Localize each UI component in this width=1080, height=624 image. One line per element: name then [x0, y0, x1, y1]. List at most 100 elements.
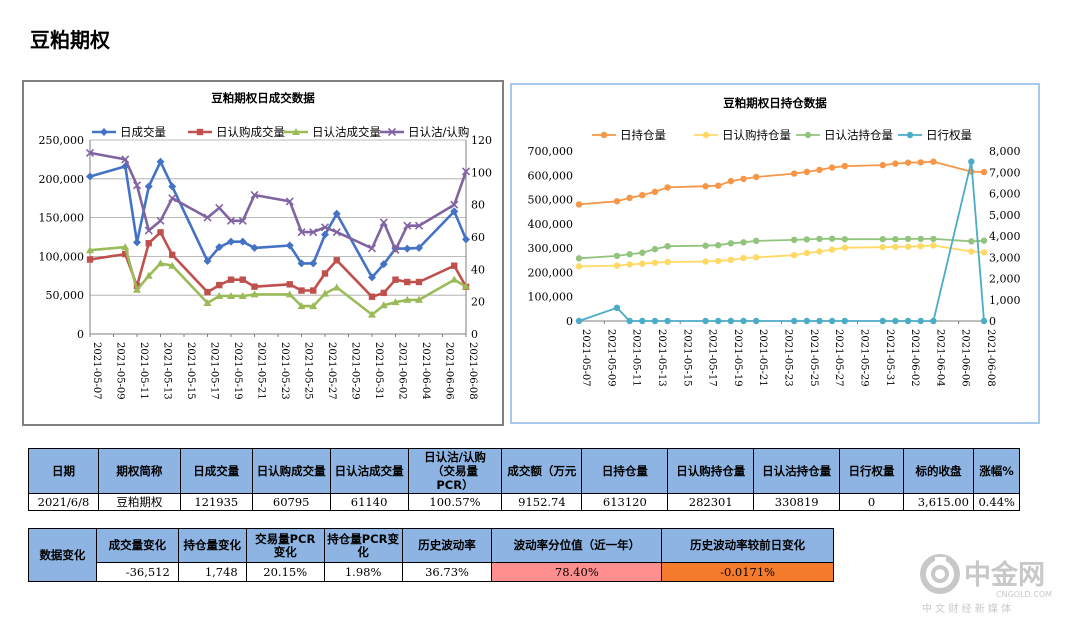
x-tick-label: 2021-06-06	[444, 342, 455, 400]
info-header-text: 日认沽/认购	[424, 450, 486, 464]
series-point-2021-05-20	[740, 317, 747, 325]
series-point-2021-06-01	[379, 301, 388, 309]
info-table-row: 2021/6/8 豆粕期权 121935 60795 61140 100.57% 9152.…	[28, 493, 1021, 511]
series-point-2021-05-12	[639, 192, 646, 199]
series-2	[86, 243, 470, 318]
series-point-2021-05-10	[613, 262, 621, 269]
y-left-tick-label: 300,000	[528, 242, 574, 255]
legend-entry: 日成交量	[92, 125, 166, 139]
y-left-tick-label: 50,000	[46, 289, 85, 302]
series-1	[575, 242, 988, 270]
change-header-2: 交易量PCR 变化	[245, 528, 325, 563]
series-point-2021-05-28	[841, 317, 848, 325]
info-header-2: 日成交量	[179, 448, 253, 494]
series-point-2021-06-08	[462, 282, 470, 290]
info-cell-8: 282301	[667, 493, 755, 511]
series-point-2021-06-02	[904, 317, 912, 325]
series-point-2021-05-31	[368, 310, 376, 318]
info-cell-10: 0	[839, 493, 904, 511]
series-point-2021-05-11	[626, 261, 633, 268]
info-cell-0: 2021/6/8	[28, 493, 99, 511]
series-point-2021-05-26	[816, 166, 823, 174]
series-point-2021-05-17	[204, 288, 211, 296]
info-cell-11: 3,615.00	[902, 493, 974, 511]
series-point-2021-06-08	[980, 249, 988, 256]
x-tick-label: 2021-05-27	[326, 342, 337, 400]
y-left-tick-label: 250,000	[39, 134, 85, 147]
change-header-text: 成交量变化	[108, 538, 167, 552]
series-point-2021-05-25	[803, 317, 811, 325]
series-point-2021-05-10	[121, 155, 130, 164]
series-point-2021-05-27	[321, 230, 329, 239]
series-point-2021-05-19	[226, 216, 236, 225]
series-point-2021-05-31	[879, 243, 886, 251]
series-point-2021-06-04	[930, 235, 937, 243]
series-point-2021-06-02	[392, 276, 399, 283]
x-tick-label: 2021-05-23	[279, 342, 290, 400]
series-2	[575, 235, 988, 262]
series-point-2021-05-14	[168, 194, 177, 203]
series-point-2021-06-01	[380, 289, 387, 297]
series-point-2021-05-13	[156, 157, 165, 166]
info-header-text: 日认沽持仓量	[762, 464, 832, 478]
series-point-2021-06-02	[904, 235, 912, 243]
series-point-2021-06-07	[968, 158, 975, 165]
series-point-2021-05-13	[157, 229, 164, 236]
y-left-tick-label: 100,000	[528, 291, 574, 304]
x-tick-label: 2021-06-04	[420, 342, 431, 400]
x-tick-label: 2021-06-08	[985, 329, 996, 387]
series-point-2021-05-14	[664, 243, 671, 250]
info-header-12: 涨幅%	[972, 448, 1021, 494]
series-point-2021-05-10	[613, 252, 621, 260]
y-left-tick-label: 500,000	[528, 194, 574, 207]
x-tick-label: 2021-06-04	[934, 329, 945, 387]
series-point-2021-05-17	[203, 213, 212, 222]
logo-domain: CNGOLD.COM	[996, 590, 1052, 599]
series-point-2021-06-01	[892, 235, 899, 243]
series-point-2021-05-20	[740, 175, 747, 183]
series-point-2021-06-01	[892, 160, 899, 167]
x-tick-label: 2021-06-02	[909, 329, 920, 387]
info-header-4: 日认沽成交量	[329, 448, 409, 494]
series-point-2021-05-10	[613, 198, 621, 205]
series-point-2021-05-25	[803, 249, 811, 257]
series-point-2021-06-04	[415, 295, 423, 303]
series-point-2021-05-26	[816, 248, 823, 255]
series-point-2021-05-14	[169, 251, 176, 259]
change-header-3: 持仓量PCR变化	[323, 528, 403, 563]
series-point-2021-05-27	[320, 223, 330, 232]
change-header-text: 波动率分位值（近一年）	[513, 538, 641, 552]
series-point-2021-06-02	[391, 245, 400, 254]
series-point-2021-06-04	[930, 242, 937, 249]
series-0	[575, 158, 988, 208]
series-point-2021-05-19	[727, 177, 735, 185]
series-3	[575, 158, 988, 325]
x-tick-label: 2021-05-25	[303, 342, 314, 400]
cngold-logo-mark-icon	[920, 554, 960, 594]
legend-entry: 日认购成交量	[188, 125, 285, 139]
y-left-tick-label: 700,000	[528, 145, 574, 158]
series-point-2021-05-21	[250, 243, 259, 252]
series-point-2021-06-07	[450, 207, 459, 216]
y-right-tick-label: 7,000	[989, 166, 1021, 179]
series-point-2021-06-02	[904, 159, 912, 166]
change-header-text: 化	[357, 544, 369, 559]
series-point-2021-05-12	[639, 317, 646, 325]
series-point-2021-05-31	[368, 273, 376, 282]
series-point-2021-05-11	[626, 194, 633, 202]
series-line	[578, 160, 985, 322]
series-point-2021-06-08	[980, 237, 988, 244]
series-point-2021-05-17	[702, 317, 709, 325]
y-left-tick-label: 0	[77, 328, 84, 341]
series-point-2021-05-13	[651, 188, 659, 195]
y-right-tick-label: 120	[471, 134, 492, 147]
legend-marker	[387, 127, 397, 137]
series-point-2021-05-20	[238, 291, 247, 299]
series-point-2021-05-31	[879, 161, 886, 169]
series-point-2021-05-27	[828, 164, 836, 171]
series-point-2021-06-07	[968, 238, 975, 245]
series-point-2021-05-28	[332, 283, 341, 291]
x-tick-label: 2021-05-17	[209, 342, 220, 400]
series-point-2021-05-24	[285, 241, 294, 250]
legend-marker	[804, 131, 812, 139]
